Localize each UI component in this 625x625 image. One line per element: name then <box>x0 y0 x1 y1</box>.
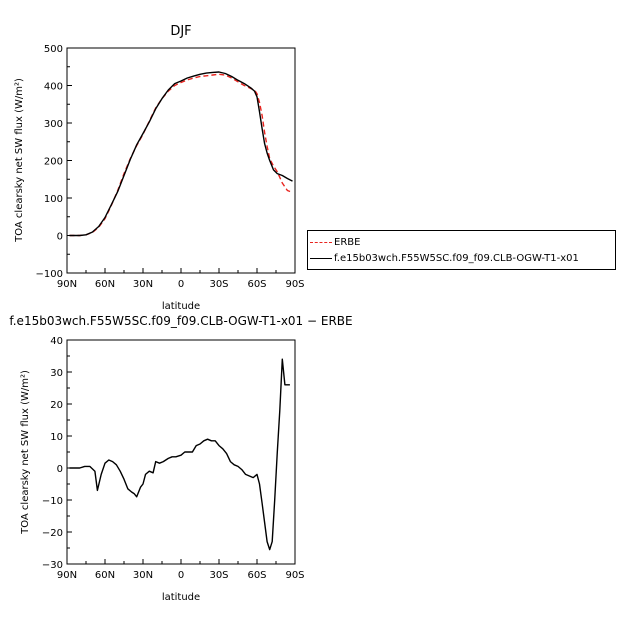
bottom-chart-y-tick-label: −20 <box>42 528 63 539</box>
top-chart-title: DJF <box>170 24 191 39</box>
top-chart-y-tick-label: 0 <box>57 232 63 243</box>
bottom-chart-x-tick-label: 60N <box>95 570 115 581</box>
bottom-chart-x-tick-label: 30S <box>209 570 228 581</box>
bottom-chart-y-axis-label: TOA clearsky net SW flux (W/m²) <box>20 370 31 535</box>
bottom-chart-y-tick-label: 20 <box>50 400 63 411</box>
top-chart-x-tick-label: 30N <box>133 279 153 290</box>
bottom-chart-y-tick-label: 40 <box>50 336 63 347</box>
bottom-chart-series-line-0 <box>69 358 290 551</box>
bottom-chart-y-tick-label: −30 <box>42 560 63 571</box>
bottom-chart-y-tick-label: 0 <box>57 464 63 475</box>
bottom-chart-y-tick-label: 30 <box>50 368 63 379</box>
bottom-chart: f.e15b03wch.F55W5SC.f09_f09.CLB-OGW-T1-x… <box>9 314 352 603</box>
top-chart-y-tick-label: 200 <box>44 157 63 168</box>
bottom-chart-title: f.e15b03wch.F55W5SC.f09_f09.CLB-OGW-T1-x… <box>9 314 352 328</box>
top-chart-x-tick-label: 60N <box>95 279 115 290</box>
top-chart: DJF 90N 60N 30N 0 30S 60S 90S −100 0 100 200 300 40… <box>14 24 305 312</box>
legend-swatch-obs <box>310 241 332 243</box>
legend-label-obs: ERBE <box>334 236 361 248</box>
bottom-chart-x-tick-label: 30N <box>133 570 153 581</box>
top-chart-y-tick-label: 400 <box>44 82 63 93</box>
top-chart-y-axis-label: TOA clearsky net SW flux (W/m²) <box>14 78 25 243</box>
top-chart-x-tick-label: 0 <box>178 279 184 290</box>
legend-item-obs: ERBE <box>310 235 360 249</box>
top-chart-y-tick-label: 100 <box>44 194 63 205</box>
bottom-chart-frame <box>66 339 296 565</box>
legend-label-model: f.e15b03wch.F55W5SC.f09_f09.CLB-OGW-T1-x… <box>334 252 579 264</box>
top-chart-x-tick-label: 90N <box>57 279 77 290</box>
top-chart-series-line-1 <box>69 71 293 237</box>
legend-swatch-model <box>310 257 332 259</box>
bottom-chart-x-tick-label: 90S <box>285 570 304 581</box>
bottom-chart-x-tick-label: 60S <box>247 570 266 581</box>
bottom-chart-x-ticks: 90N 60N 30N 0 30S 60S 90S <box>57 559 305 581</box>
top-chart-y-ticks: −100 0 100 200 300 400 500 <box>36 44 72 280</box>
legend-item-model: f.e15b03wch.F55W5SC.f09_f09.CLB-OGW-T1-x… <box>310 251 579 265</box>
top-chart-y-tick-label: 500 <box>44 44 63 55</box>
legend: ERBE f.e15b03wch.F55W5SC.f09_f09.CLB-OGW… <box>307 230 616 270</box>
top-chart-x-tick-label: 90S <box>285 279 304 290</box>
top-chart-series-line-0 <box>69 73 293 237</box>
bottom-chart-y-tick-label: −10 <box>42 496 63 507</box>
top-chart-x-axis-label: latitude <box>162 301 200 312</box>
bottom-chart-x-tick-label: 90N <box>57 570 77 581</box>
top-chart-x-tick-label: 30S <box>209 279 228 290</box>
bottom-chart-y-tick-label: 10 <box>50 432 63 443</box>
top-chart-series <box>69 71 293 237</box>
top-chart-y-tick-label: −100 <box>36 269 63 280</box>
top-chart-y-tick-label: 300 <box>44 119 63 130</box>
bottom-chart-y-ticks: −30 −20 −10 0 10 20 30 40 <box>42 336 72 571</box>
bottom-chart-series <box>69 358 290 551</box>
top-chart-x-tick-label: 60S <box>247 279 266 290</box>
bottom-chart-x-tick-label: 0 <box>178 570 184 581</box>
top-chart-x-ticks: 90N 60N 30N 0 30S 60S 90S <box>57 268 305 290</box>
bottom-chart-x-axis-label: latitude <box>162 592 200 603</box>
